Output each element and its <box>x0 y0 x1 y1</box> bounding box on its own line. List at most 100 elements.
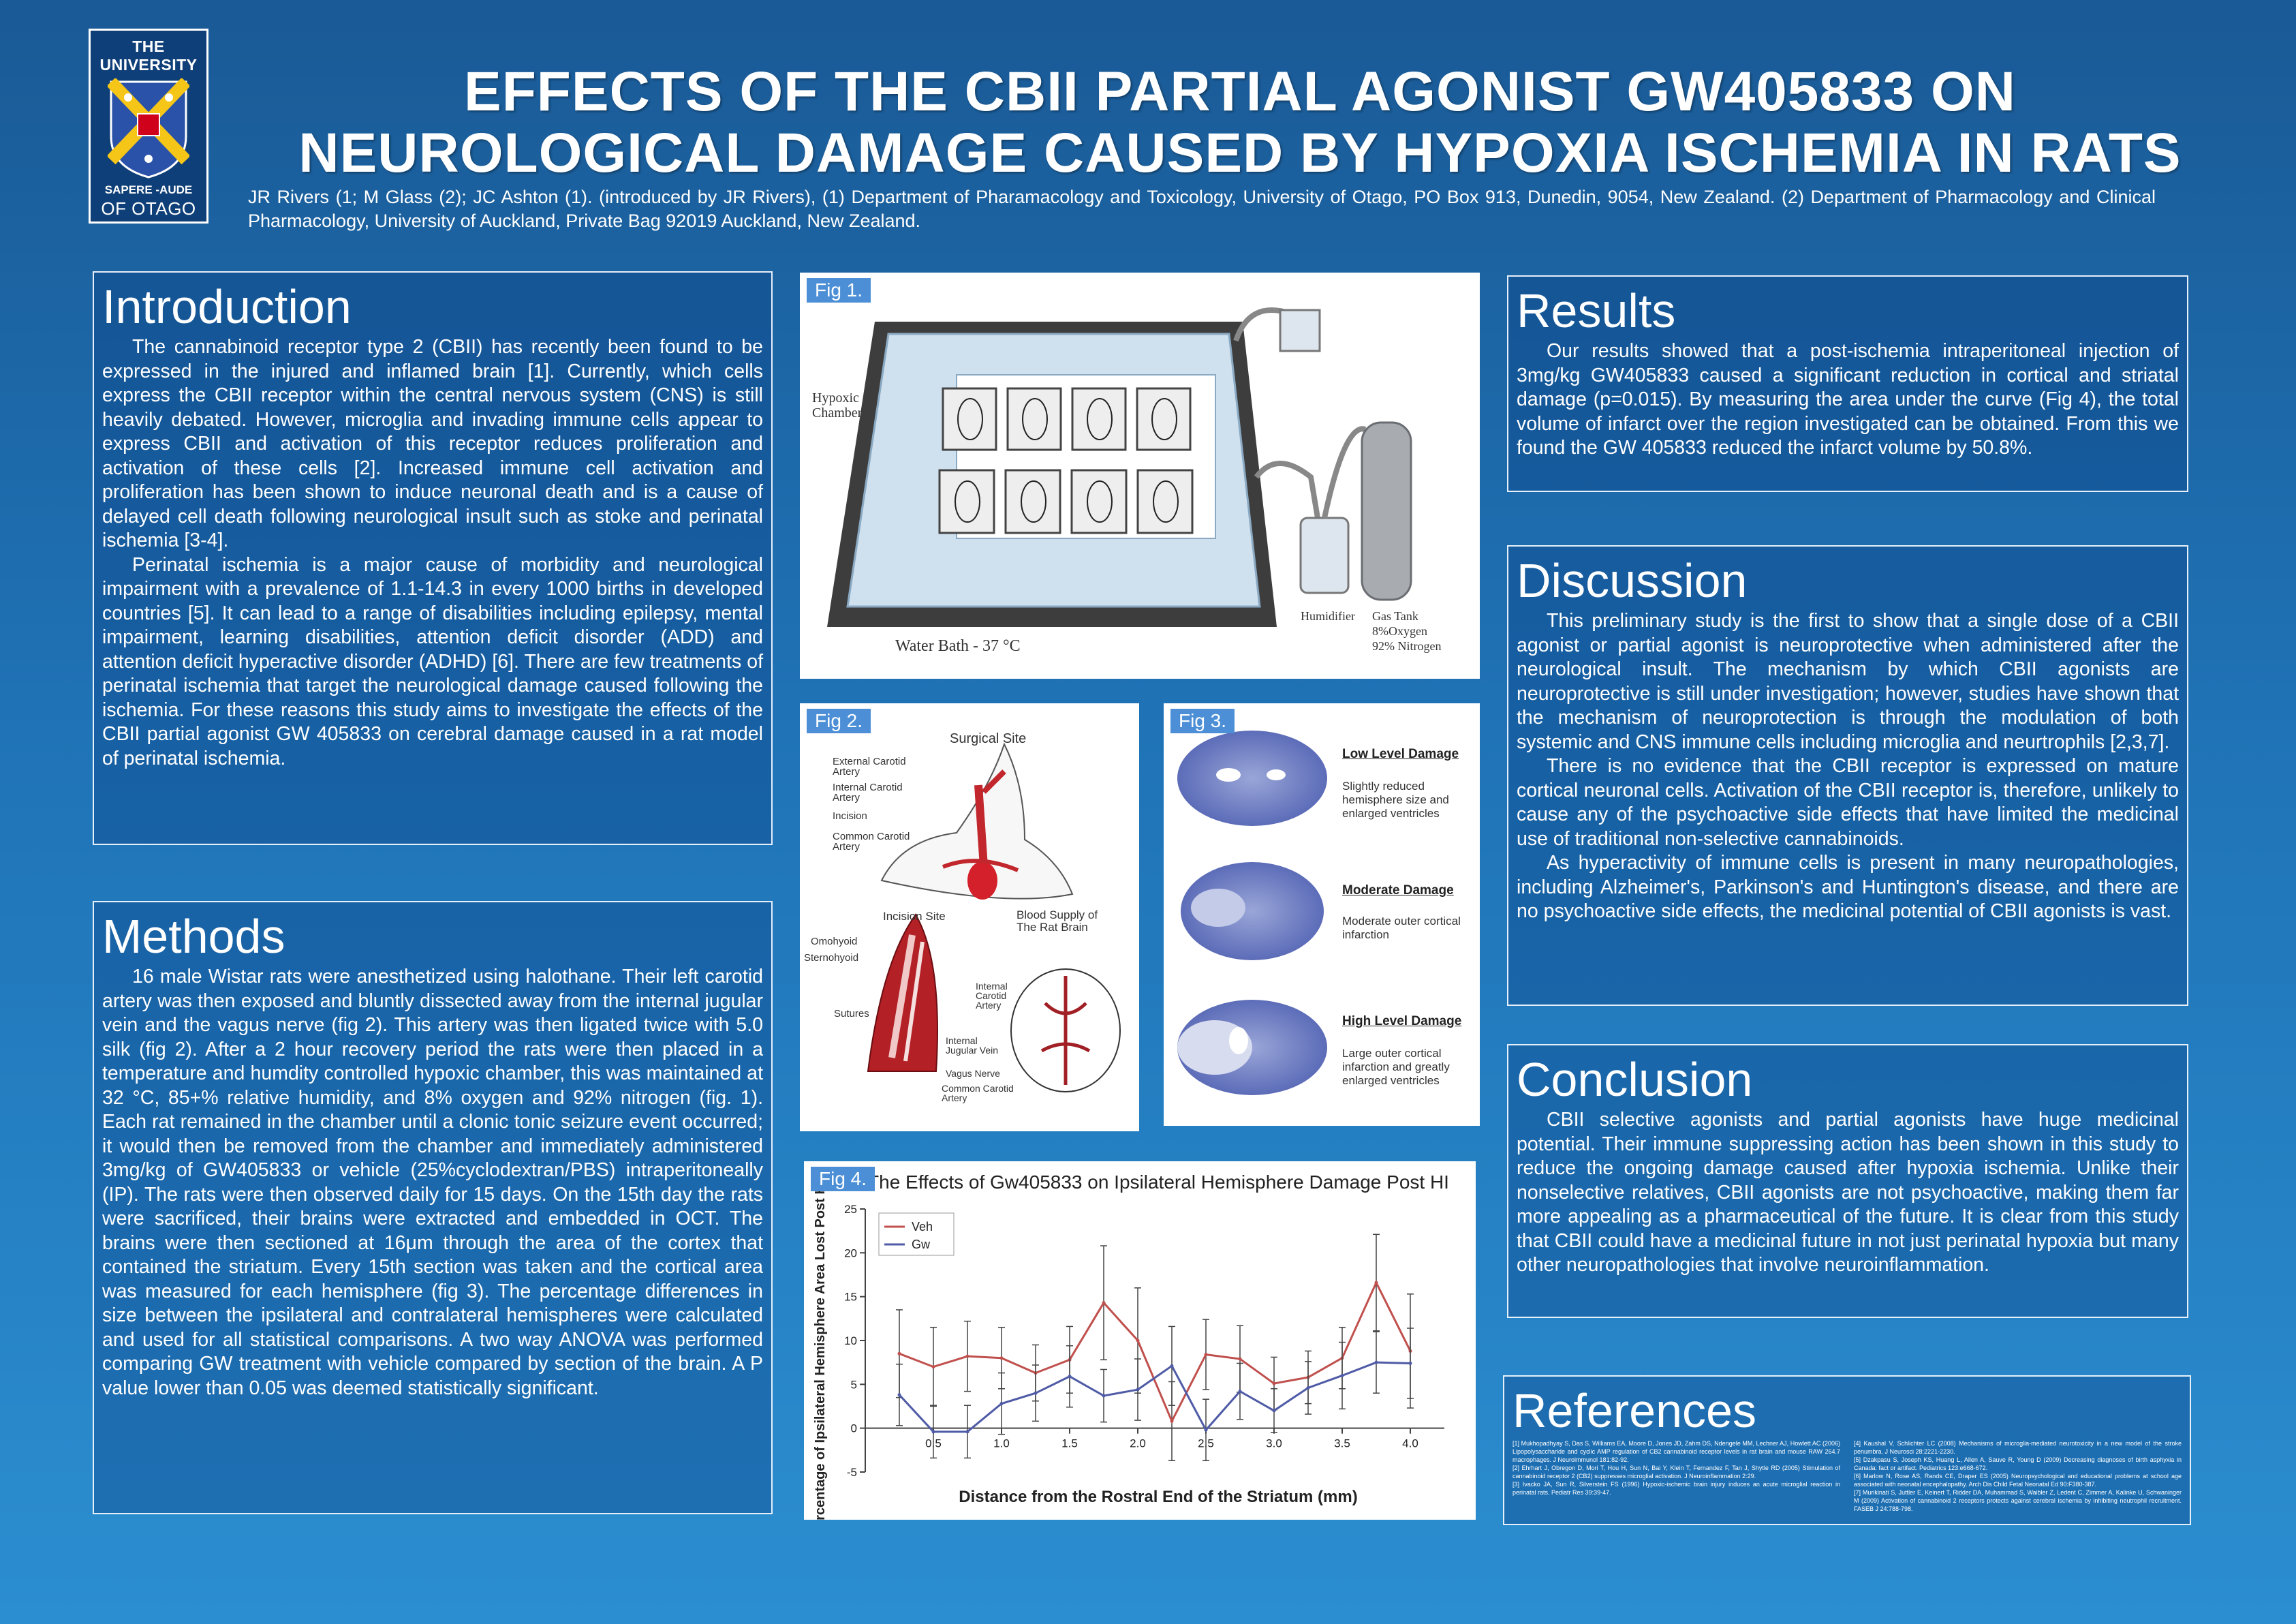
chart-point <box>999 1402 1004 1406</box>
chart-series-line-veh <box>899 1280 1412 1424</box>
moderate-damage-description: Moderate outer cortical infarction <box>1342 915 1461 941</box>
chart-point <box>1238 1390 1242 1394</box>
external-carotid-label: External Carotid Artery <box>833 756 906 778</box>
reference-item: [3] Ivacko JA, Sun R, Silverstein FS (19… <box>1512 1481 1840 1496</box>
incision-site-title: Incision Site <box>883 910 946 923</box>
chart-x-tick-label: 2.0 <box>1130 1437 1146 1450</box>
crest-icon <box>108 78 189 179</box>
conclusion-paragraph-1: CBII selective agonists and partial agon… <box>1517 1109 2179 1276</box>
chart-point <box>1272 1381 1276 1385</box>
references-column-2: [4] Kaushal V, Schlichter LC (2008) Mech… <box>1854 1439 2182 1513</box>
chart-x-tick-label: 4.0 <box>1402 1437 1418 1450</box>
chart-point <box>1170 1419 1174 1423</box>
reference-item: [2] Ehrhart J, Obregon D, Mori T, Hou H,… <box>1512 1465 1840 1480</box>
high-damage-description: Large outer cortical infarction and grea… <box>1342 1047 1450 1087</box>
chamber-label: Hypoxic Chamber <box>812 390 863 420</box>
figure-1: Hypoxic Chamber Water Bath - 37 °C Humidi… <box>800 273 1480 679</box>
chart-point <box>897 1393 901 1397</box>
logo-motto: SAPERE -AUDE <box>104 183 193 196</box>
discussion-paragraph-2: There is no evidence that the CBII recep… <box>1517 755 2179 850</box>
chart-series-line-gw <box>898 1361 1411 1433</box>
chart-y-axis-label: Percentage of Ipsilateral Hemisphere Are… <box>813 1181 828 1520</box>
introduction-panel: Introduction The cannabinoid receptor ty… <box>93 271 773 845</box>
chart-y-tick-label: -5 <box>847 1466 857 1479</box>
blood-supply-title: Blood Supply of The Rat Brain <box>1017 908 1098 934</box>
reference-item: [6] Marlow N, Rose AS, Rands CE, Draper … <box>1854 1473 2182 1488</box>
chart-point <box>1204 1353 1208 1357</box>
discussion-heading: Discussion <box>1517 554 1748 607</box>
surgical-site-diagram: Surgical Site External Carotid Artery Int… <box>804 731 1121 1103</box>
figure-2-tag: Fig 2. <box>807 709 871 733</box>
chart-y-tick-label: 0 <box>851 1422 857 1435</box>
title-line-1: EFFECTS OF THE CBII PARTIAL AGONIST GW40… <box>464 61 2016 123</box>
methods-heading: Methods <box>102 910 285 963</box>
references-column-1: [1] Mukhopadhyay S, Das S, Williams EA, … <box>1512 1439 1840 1513</box>
hypoxic-chamber-diagram: Hypoxic Chamber Water Bath - 37 °C Humidi… <box>812 307 1441 655</box>
introduction-paragraph-1: The cannabinoid receptor type 2 (CBII) h… <box>102 336 763 551</box>
chart-point <box>965 1354 969 1358</box>
introduction-heading: Introduction <box>102 280 352 333</box>
nitrogen-label: 92% Nitrogen <box>1372 639 1441 653</box>
reference-item: [1] Mukhopadhyay S, Das S, Williams EA, … <box>1512 1440 1840 1463</box>
logo-bottom-text: OF OTAGO <box>101 198 196 219</box>
reference-item: [7] Murikinati S, Juttler E, Keinert T, … <box>1854 1489 2182 1512</box>
gas-tank-label: Gas Tank <box>1372 609 1418 623</box>
discussion-paragraph-1: This preliminary study is the first to s… <box>1517 610 2179 753</box>
humidifier-label: Humidifier <box>1301 609 1355 623</box>
figure-1-tag: Fig 1. <box>807 278 871 303</box>
authors-affiliations: JR Rivers (1; M Glass (2); JC Ashton (1)… <box>248 187 2156 231</box>
brain-sections-images <box>1177 731 1327 1095</box>
chart-point <box>1102 1394 1106 1398</box>
chart-x-tick-label: 1.5 <box>1061 1437 1078 1450</box>
reference-item: [4] Kaushal V, Schlichter LC (2008) Mech… <box>1854 1440 2182 1455</box>
vagus-nerve-label: Vagus Nerve <box>946 1068 1000 1079</box>
chart-point <box>1374 1360 1378 1364</box>
chart-point <box>965 1430 969 1434</box>
chart-x-tick-label: 3.0 <box>1266 1437 1282 1450</box>
figure-3: Low Level Damage Slightly reduced hemisp… <box>1164 703 1480 1126</box>
chart-y-tick-label: 25 <box>844 1203 857 1216</box>
chart-point <box>1374 1281 1378 1285</box>
chart-point <box>1136 1388 1140 1392</box>
low-damage-description: Slightly reduced hemisphere size and enl… <box>1342 780 1449 820</box>
low-damage-title: Low Level Damage <box>1342 747 1459 761</box>
methods-panel: Methods 16 male Wistar rats were anesthe… <box>93 901 773 1514</box>
title-line-2: NEUROLOGICAL DAMAGE CAUSED BY HYPOXIA IS… <box>298 122 2182 184</box>
discussion-panel: Discussion This preliminary study is the… <box>1507 545 2188 1006</box>
chart-point <box>1306 1385 1310 1390</box>
discussion-paragraph-3: As hyperactivity of immune cells is pres… <box>1517 852 2179 922</box>
oxygen-label: 8%Oxygen <box>1372 624 1427 638</box>
chart-x-tick-label: 1.0 <box>993 1437 1010 1450</box>
internal-carotid-2-label: Internal Carotid Artery <box>976 981 1008 1011</box>
references-heading: References <box>1512 1384 1756 1437</box>
figure-3-tag: Fig 3. <box>1170 709 1235 733</box>
chart-point <box>1068 1375 1072 1379</box>
chart-y-tick-label: 15 <box>844 1291 857 1304</box>
conclusion-heading: Conclusion <box>1517 1053 1753 1106</box>
figure-2: Surgical Site External Carotid Artery Int… <box>800 703 1139 1131</box>
figure-4: The Effects of Gw405833 on Ipsilateral H… <box>804 1161 1476 1520</box>
introduction-paragraph-2: Perinatal ischemia is a major cause of m… <box>102 553 763 769</box>
surgical-site-title: Surgical Site <box>950 731 1026 746</box>
chart-point <box>1170 1364 1174 1368</box>
sutures-label: Sutures <box>834 1008 869 1020</box>
chart-x-tick-label: 3.5 <box>1334 1437 1350 1450</box>
chart-legend-label: Veh <box>912 1220 933 1234</box>
chart-title: The Effects of Gw405833 on Ipsilateral H… <box>867 1171 1449 1193</box>
water-bath-label: Water Bath - 37 °C <box>895 637 1021 655</box>
chart-x-axis-label: Distance from the Rostral End of the Str… <box>959 1488 1357 1506</box>
chart-point <box>931 1365 935 1369</box>
poster-title: EFFECTS OF THE CBII PARTIAL AGONIST GW40… <box>225 61 2255 184</box>
chart-point <box>1102 1301 1106 1305</box>
incision-label: Incision <box>833 810 867 822</box>
chart-point <box>1238 1357 1242 1361</box>
chart-y-tick-label: 5 <box>851 1378 857 1391</box>
chart-point <box>897 1351 901 1355</box>
university-logo: THE UNIVERSITY SAPERE -AUDE OF OTAGO <box>89 29 208 224</box>
results-heading: Results <box>1517 284 1676 337</box>
results-paragraph-1: Our results showed that a post-ischemia … <box>1517 340 2179 459</box>
chart-point <box>1204 1428 1208 1432</box>
methods-paragraph-1: 16 male Wistar rats were anesthetized us… <box>102 966 763 1399</box>
internal-carotid-label: Internal Carotid Artery <box>833 782 903 803</box>
reference-item: [5] Dzakpasu S, Joseph KS, Huang L, Alle… <box>1854 1456 2182 1471</box>
